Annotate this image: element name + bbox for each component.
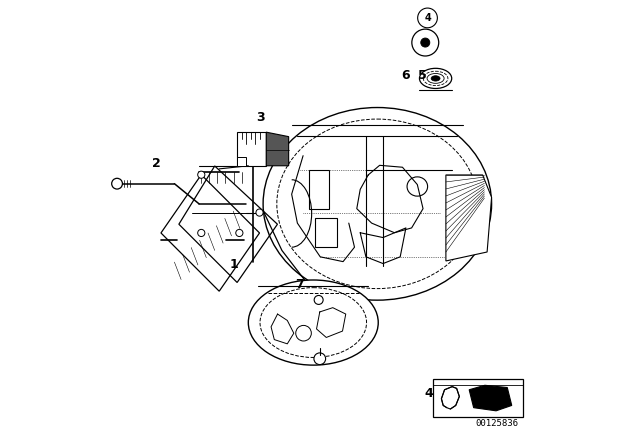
Polygon shape (469, 385, 512, 411)
Bar (433, 379, 523, 417)
Circle shape (198, 229, 205, 237)
Circle shape (236, 229, 243, 237)
Circle shape (421, 38, 430, 47)
Text: 7: 7 (296, 278, 304, 291)
Circle shape (198, 171, 205, 178)
Polygon shape (446, 175, 492, 261)
Ellipse shape (248, 280, 378, 365)
Circle shape (314, 296, 323, 305)
Polygon shape (266, 132, 289, 166)
Ellipse shape (431, 76, 440, 81)
Text: 1: 1 (230, 258, 238, 271)
Text: 6: 6 (401, 69, 410, 82)
Polygon shape (237, 132, 266, 166)
Text: 2: 2 (152, 157, 161, 170)
Polygon shape (237, 157, 246, 166)
Circle shape (256, 209, 263, 216)
Text: 3: 3 (257, 111, 265, 124)
Text: 5: 5 (418, 69, 426, 82)
Text: 00125836: 00125836 (476, 419, 518, 428)
Text: 4: 4 (424, 13, 431, 23)
Ellipse shape (419, 68, 452, 89)
Circle shape (314, 353, 326, 365)
Text: 4: 4 (424, 387, 433, 400)
Circle shape (111, 178, 122, 189)
